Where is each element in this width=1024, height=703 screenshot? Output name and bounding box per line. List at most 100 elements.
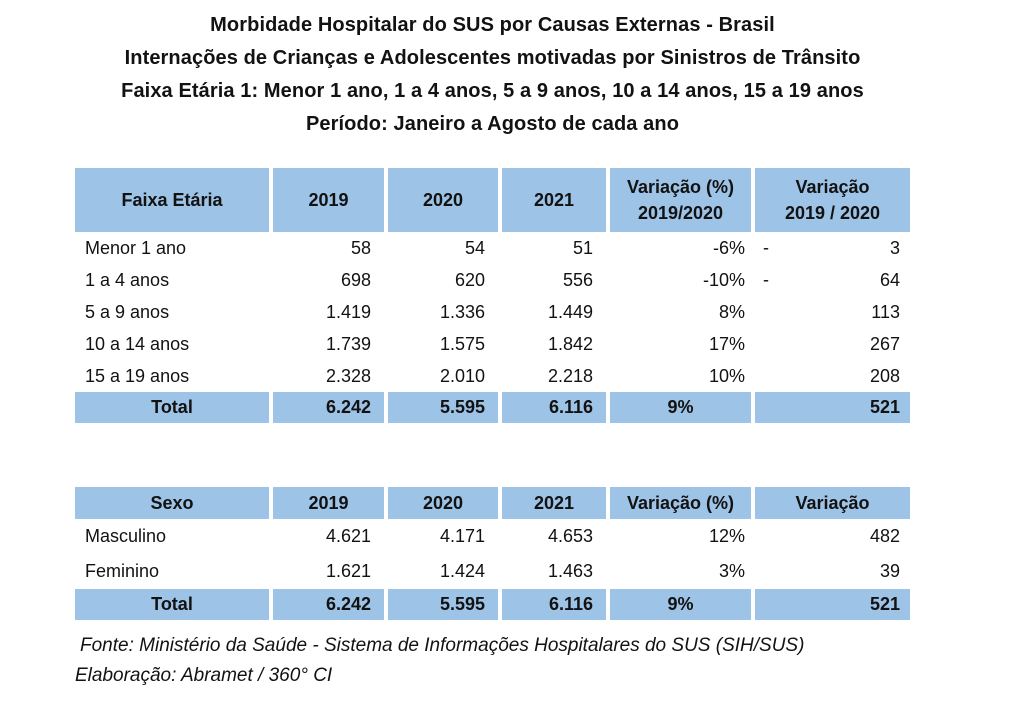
col-header-variacao-pct-line1: Variação (%) [626,177,735,197]
table-row-menor-1-ano: Menor 1 ano 58 54 51 -6% -3 [75,232,910,264]
value-2019: 1.419 [269,296,386,328]
value-variacao-pct: 10% [606,360,753,392]
value-2020: 1.336 [384,296,500,328]
variacao-abs-number: 64 [879,269,900,290]
table-row-10-a-14-anos: 10 a 14 anos 1.739 1.575 1.842 17% 267 [75,328,910,360]
age-group-table-header-row: Faixa Etária 2019 2020 2021 Variação (%)… [75,168,910,232]
table-row-5-a-9-anos: 5 a 9 anos 1.419 1.336 1.449 8% 113 [75,296,910,328]
value-variacao-pct: -6% [606,232,753,264]
title-line-age-groups: Faixa Etária 1: Menor 1 ano, 1 a 4 anos,… [121,80,864,102]
row-label: 10 a 14 anos [75,328,271,360]
total-2021: 6.116 [498,589,608,620]
col-header-2021: 2021 [498,487,608,519]
value-2021: 1.842 [498,328,608,360]
value-variacao-pct: 12% [606,519,753,554]
value-2020: 54 [384,232,500,264]
sex-total-row: Total 6.242 5.595 6.116 9% 521 [75,589,910,620]
value-2019: 58 [269,232,386,264]
col-header-sexo: Sexo [75,487,271,519]
age-group-total-row: Total 6.242 5.595 6.116 9% 521 [75,392,910,423]
row-label: Masculino [75,519,271,554]
value-2021: 556 [498,264,608,296]
variacao-abs-number: 267 [869,333,900,354]
age-group-table: Faixa Etária 2019 2020 2021 Variação (%)… [75,168,910,423]
value-variacao-pct: -10% [606,264,753,296]
value-variacao-abs: -3 [751,232,910,264]
value-2019: 1.621 [269,554,386,589]
title-line-subject: Internações de Crianças e Adolescentes m… [124,47,861,69]
value-variacao-abs: 113 [751,296,910,328]
table-row-masculino: Masculino 4.621 4.171 4.653 12% 482 [75,519,910,554]
title-line-main: Morbidade Hospitalar do SUS por Causas E… [210,14,775,36]
value-2021: 1.449 [498,296,608,328]
sex-table: Sexo 2019 2020 2021 Variação (%) Variaçã… [75,487,910,620]
variacao-abs-number: 113 [871,301,900,322]
col-header-variacao-abs: Variação [751,487,910,519]
value-2021: 4.653 [498,519,608,554]
value-2019: 698 [269,264,386,296]
value-2021: 2.218 [498,360,608,392]
value-2019: 1.739 [269,328,386,360]
variacao-abs-number: 208 [869,365,900,386]
col-header-variacao-abs-line2: 2019 / 2020 [784,203,881,223]
col-header-variacao-abs: Variação 2019 / 2020 [751,168,910,232]
value-2021: 1.463 [498,554,608,589]
value-variacao-abs: 208 [751,360,910,392]
negative-sign: - [763,269,769,290]
total-2019: 6.242 [269,392,386,423]
row-label: Feminino [75,554,271,589]
row-label: Menor 1 ano [75,232,271,264]
value-variacao-abs: 39 [751,554,910,589]
row-label: 5 a 9 anos [75,296,271,328]
value-variacao-pct: 3% [606,554,753,589]
variacao-abs-number: 521 [869,397,900,417]
col-header-variacao-pct: Variação (%) [606,487,753,519]
value-variacao-abs: - 64 [751,264,910,296]
table-row-15-a-19-anos: 15 a 19 anos 2.328 2.010 2.218 10% 208 [75,360,910,392]
total-2019: 6.242 [269,589,386,620]
elaboration-line: Elaboração: Abramet / 360° CI [75,665,333,686]
total-variacao-abs: 521 [751,392,910,423]
col-header-2019: 2019 [269,487,386,519]
row-label: 1 a 4 anos [75,264,271,296]
value-2019: 2.328 [269,360,386,392]
value-2021: 51 [498,232,608,264]
value-variacao-abs: 267 [751,328,910,360]
source-line: Fonte: Ministério da Saúde - Sistema de … [80,635,805,656]
total-variacao-abs: 521 [751,589,910,620]
col-header-faixa-etaria: Faixa Etária [75,168,271,232]
title-line-period: Período: Janeiro a Agosto de cada ano [305,113,680,135]
report-page: Morbidade Hospitalar do SUS por Causas E… [75,0,910,691]
total-2021: 6.116 [498,392,608,423]
value-2020: 1.424 [384,554,500,589]
value-2020: 2.010 [384,360,500,392]
col-header-2020: 2020 [384,168,500,232]
value-variacao-abs: 482 [751,519,910,554]
total-label: Total [75,589,271,620]
table-row-feminino: Feminino 1.621 1.424 1.463 3% 39 [75,554,910,589]
sex-table-header-row: Sexo 2019 2020 2021 Variação (%) Variaçã… [75,487,910,519]
variacao-abs-number: 482 [869,526,900,546]
col-header-variacao-pct-line2: 2019/2020 [637,203,724,223]
col-header-variacao-abs-line1: Variação [795,177,870,197]
variacao-abs-number: 39 [879,561,900,581]
value-2019: 4.621 [269,519,386,554]
value-variacao-pct: 17% [606,328,753,360]
col-header-2020: 2020 [384,487,500,519]
col-header-variacao-pct: Variação (%) 2019/2020 [606,168,753,232]
negative-sign: - [763,237,769,258]
value-variacao-pct: 8% [606,296,753,328]
col-header-2019: 2019 [269,168,386,232]
report-title-block: Morbidade Hospitalar do SUS por Causas E… [75,9,910,141]
total-2020: 5.595 [384,589,500,620]
total-variacao-pct: 9% [606,392,753,423]
source-footer: Fonte: Ministério da Saúde - Sistema de … [75,631,910,691]
variacao-abs-number: 521 [869,594,900,614]
col-header-2021: 2021 [498,168,608,232]
total-2020: 5.595 [384,392,500,423]
row-label: 15 a 19 anos [75,360,271,392]
value-2020: 4.171 [384,519,500,554]
total-label: Total [75,392,271,423]
variacao-abs-number: 3 [889,237,900,258]
value-2020: 1.575 [384,328,500,360]
